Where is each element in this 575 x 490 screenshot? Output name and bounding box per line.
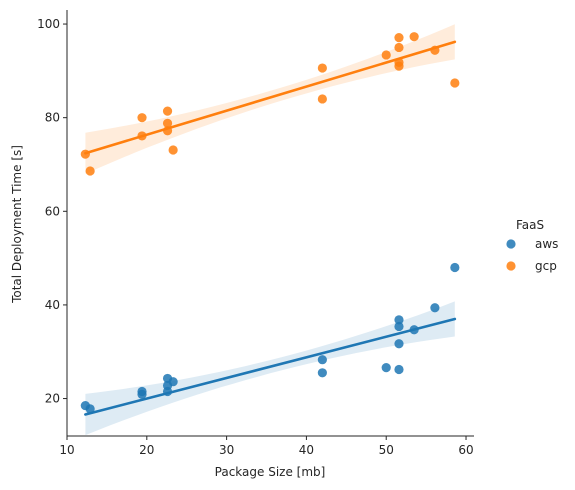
y-tick-label: 80 [45, 111, 60, 125]
legend: FaaS aws gcp [506, 218, 558, 273]
aws-regression-line [84, 317, 457, 416]
legend-title: FaaS [516, 218, 544, 232]
gcp-data-point [317, 63, 327, 73]
gcp-data-point [162, 118, 173, 128]
confidence-bands [85, 24, 455, 436]
gcp-data-point [409, 32, 419, 42]
gcp-data-point [162, 106, 173, 116]
aws-confidence-band [85, 301, 455, 436]
legend-marker-gcp [506, 261, 516, 271]
x-ticks: 10 20 30 40 50 60 [59, 436, 474, 457]
gcp-data-point [168, 145, 178, 155]
gcp-data-point [394, 42, 404, 53]
gcp-data-point [394, 61, 404, 71]
y-tick-label: 100 [37, 17, 60, 31]
aws-data-point [409, 325, 419, 335]
aws-data-point [430, 303, 440, 313]
legend-items: aws gcp [506, 237, 558, 273]
gcp-data-point [85, 166, 95, 176]
x-tick-label: 20 [139, 443, 154, 457]
aws-data-point [450, 262, 460, 273]
legend-label-gcp: gcp [535, 259, 557, 273]
y-tick-label: 40 [45, 298, 60, 312]
aws-data-point [394, 321, 404, 332]
gcp-data-point [80, 149, 90, 159]
gcp-data-point [430, 45, 440, 55]
gcp-data-point [137, 131, 147, 141]
y-tick-label: 20 [45, 392, 60, 406]
x-tick-label: 10 [59, 443, 74, 457]
aws-data-point [317, 368, 327, 378]
axes: 10 20 30 40 50 60 20 40 60 80 100 [37, 10, 474, 457]
gcp-data-point [394, 33, 404, 43]
aws-data-point [85, 404, 95, 414]
legend-marker-aws [506, 239, 516, 249]
aws-data-point [394, 315, 404, 325]
gcp-data-point [450, 78, 460, 88]
x-axis-label: Package Size [mb] [215, 465, 326, 479]
x-tick-label: 50 [379, 443, 394, 457]
y-axis-label: Total Deployment Time [s] [10, 145, 24, 304]
gcp-data-point [137, 113, 147, 123]
aws-data-point [317, 355, 327, 365]
aws-data-point [394, 339, 404, 349]
x-tick-label: 40 [299, 443, 314, 457]
x-tick-label: 60 [458, 443, 473, 457]
y-tick-label: 60 [45, 204, 60, 218]
aws-data-point [394, 364, 404, 375]
legend-label-aws: aws [535, 237, 558, 251]
gcp-data-point [317, 94, 327, 104]
gcp-regression-line [84, 40, 457, 155]
y-ticks: 20 40 60 80 100 [37, 17, 67, 406]
x-tick-label: 30 [219, 443, 234, 457]
gcp-data-point [381, 50, 391, 60]
gcp-confidence-band [85, 24, 455, 174]
aws-data-point [381, 363, 391, 373]
aws-data-point [137, 389, 147, 399]
aws-data-point [162, 386, 173, 397]
regression-lines [84, 40, 457, 416]
aws-data-point [168, 377, 178, 387]
data-points [80, 32, 460, 414]
gcp-data-point [162, 126, 173, 136]
